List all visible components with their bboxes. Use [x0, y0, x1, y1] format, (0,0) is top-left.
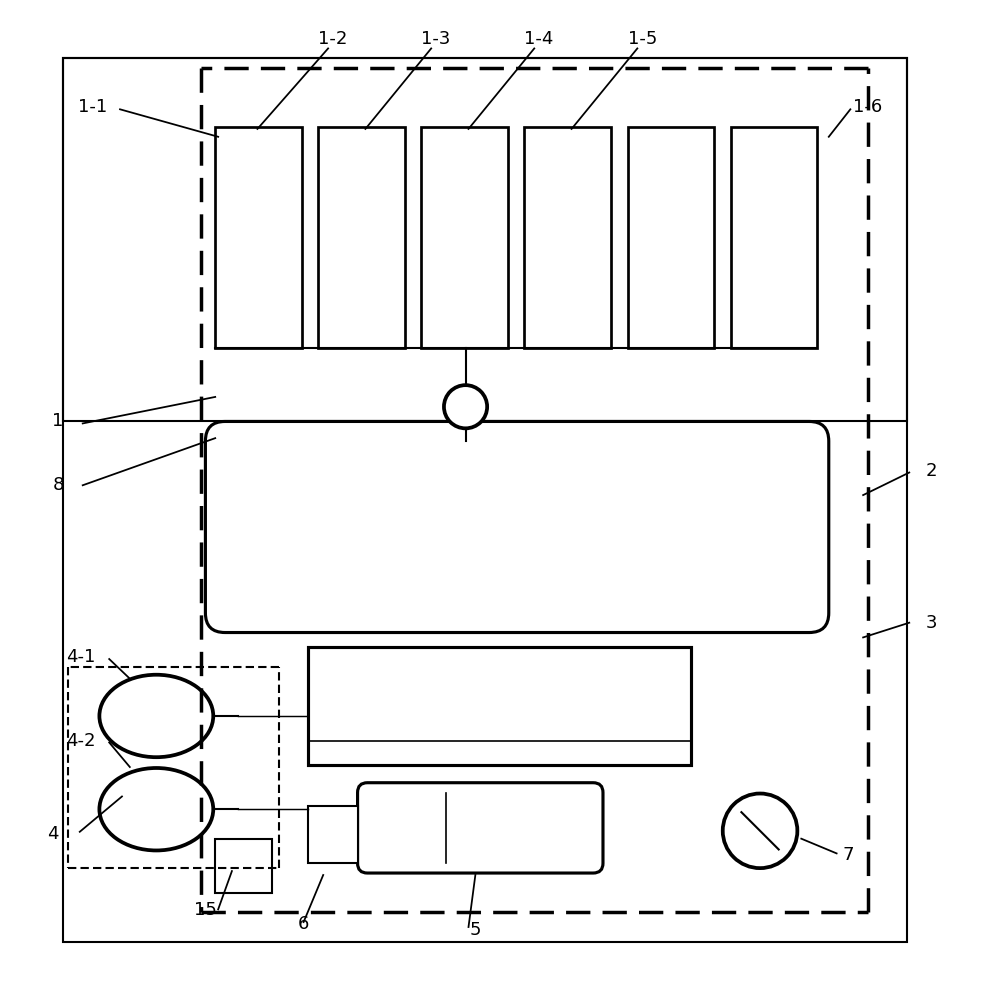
Text: 1-5: 1-5: [628, 30, 657, 48]
Bar: [309, 647, 691, 765]
Bar: [422, 127, 508, 348]
Text: 1: 1: [52, 412, 63, 430]
Ellipse shape: [99, 768, 213, 850]
Text: 4: 4: [48, 825, 59, 843]
Ellipse shape: [99, 675, 213, 757]
Text: 8: 8: [52, 476, 63, 494]
Circle shape: [444, 385, 487, 428]
Text: 6: 6: [298, 915, 309, 933]
Text: 4-2: 4-2: [66, 732, 95, 750]
Text: 1-1: 1-1: [78, 98, 107, 116]
Text: 1-6: 1-6: [853, 98, 883, 116]
Bar: [215, 127, 302, 348]
Text: 1-4: 1-4: [525, 30, 553, 48]
Text: 1-2: 1-2: [319, 30, 347, 48]
Bar: [525, 127, 611, 348]
Text: 5: 5: [469, 921, 481, 939]
Bar: [309, 806, 357, 863]
FancyBboxPatch shape: [357, 783, 603, 873]
Text: 4-1: 4-1: [66, 648, 95, 666]
Text: 1-3: 1-3: [422, 30, 450, 48]
Text: 3: 3: [926, 614, 938, 632]
Text: 7: 7: [842, 846, 854, 864]
Bar: [731, 127, 817, 348]
FancyBboxPatch shape: [205, 421, 829, 633]
Text: 15: 15: [194, 901, 217, 919]
Bar: [63, 58, 907, 942]
Bar: [319, 127, 405, 348]
Bar: [63, 58, 907, 421]
Bar: [215, 839, 272, 893]
Circle shape: [723, 794, 797, 868]
Bar: [628, 127, 714, 348]
Text: 2: 2: [926, 462, 938, 480]
